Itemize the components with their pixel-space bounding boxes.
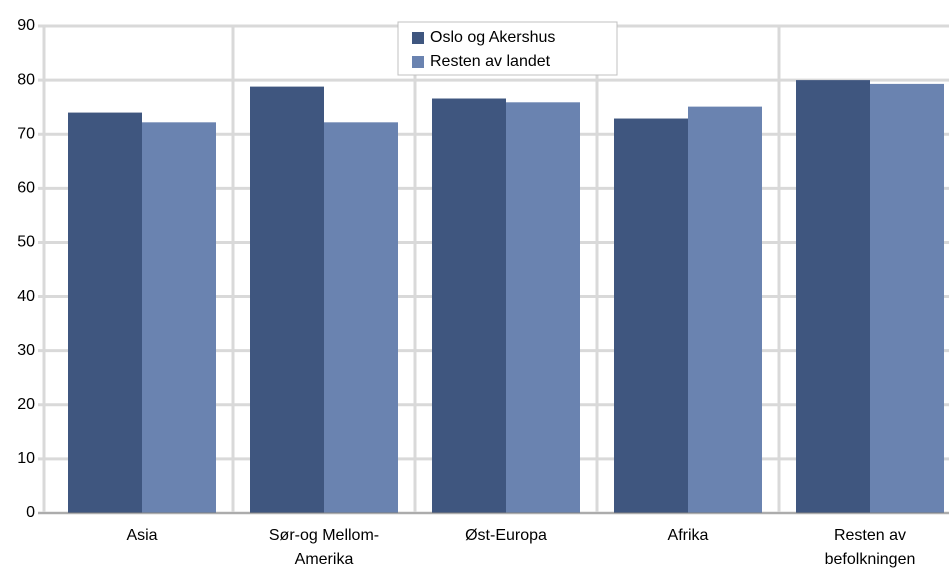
y-tick-label: 80 (17, 71, 35, 88)
y-tick-label: 20 (17, 396, 35, 413)
legend-box (397, 21, 618, 76)
bar (432, 98, 506, 514)
y-tick-label: 10 (17, 450, 35, 467)
x-tick-label: Øst-Europa (465, 527, 547, 544)
bar (796, 80, 870, 513)
x-tick-label: Afrika (667, 527, 709, 544)
y-tick-label: 50 (17, 234, 35, 251)
x-tick-label: Resten av befolkningen (824, 527, 916, 568)
x-tick-label: Asia (126, 527, 158, 544)
y-tick-label: 40 (17, 288, 35, 305)
legend-swatch (412, 32, 424, 44)
y-tick-label: 70 (17, 125, 35, 142)
y-tick-label: 30 (17, 342, 35, 359)
bar (142, 122, 216, 513)
y-tick-label: 90 (17, 17, 35, 34)
bar (68, 112, 142, 514)
bar (250, 86, 324, 514)
bar (870, 83, 944, 513)
legend-label: Resten av landet (430, 53, 551, 70)
y-tick-label: 0 (26, 504, 35, 521)
y-tick-label: 60 (17, 180, 35, 197)
bar (688, 106, 762, 514)
bar (614, 118, 688, 513)
bar (324, 122, 398, 513)
x-tick-label: Sør-og Mellom-Amerika (268, 527, 380, 568)
legend-swatch (412, 56, 424, 68)
bar (506, 102, 580, 514)
legend-label: Oslo og Akershus (430, 29, 555, 46)
